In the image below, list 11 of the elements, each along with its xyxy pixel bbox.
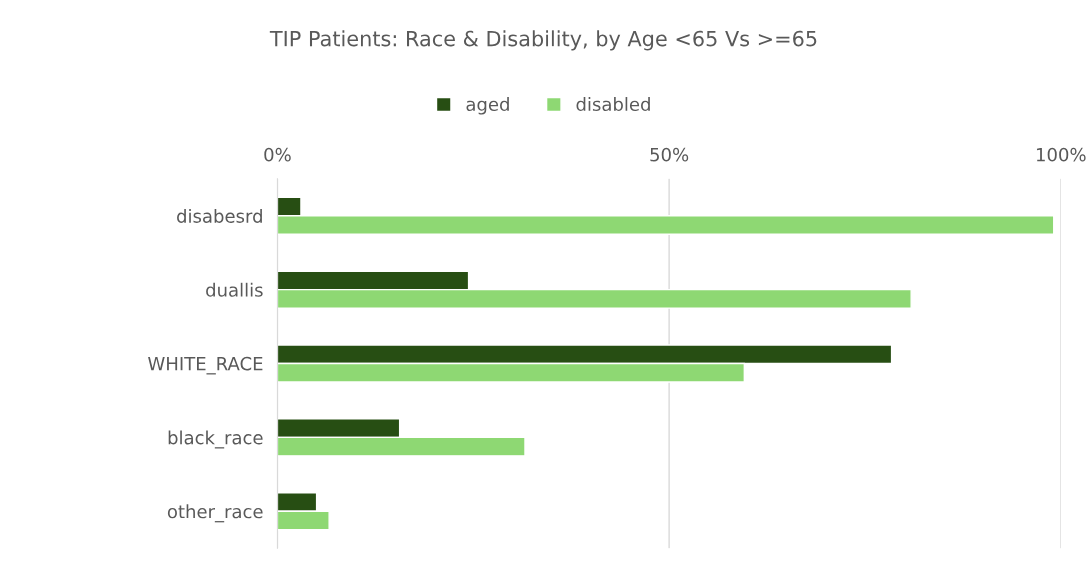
y-tick-label: disabesrd xyxy=(177,208,262,223)
legend-label: aged xyxy=(466,97,509,115)
x-tick-label: 100% xyxy=(1036,147,1086,162)
y-tick-label: WHITE_RACE xyxy=(148,356,263,375)
y-tick-label: duallis xyxy=(206,282,263,297)
chart-title: TIP Patients: Race & Disability, by Age <65 Vs >=65 xyxy=(269,30,817,51)
y-tick-label: black_race xyxy=(168,430,263,449)
x-tick-label: 50% xyxy=(650,147,689,162)
x-tick-label: 0% xyxy=(264,147,291,162)
legend-label: disabled xyxy=(576,97,650,112)
y-tick-label: other_race xyxy=(167,504,263,523)
